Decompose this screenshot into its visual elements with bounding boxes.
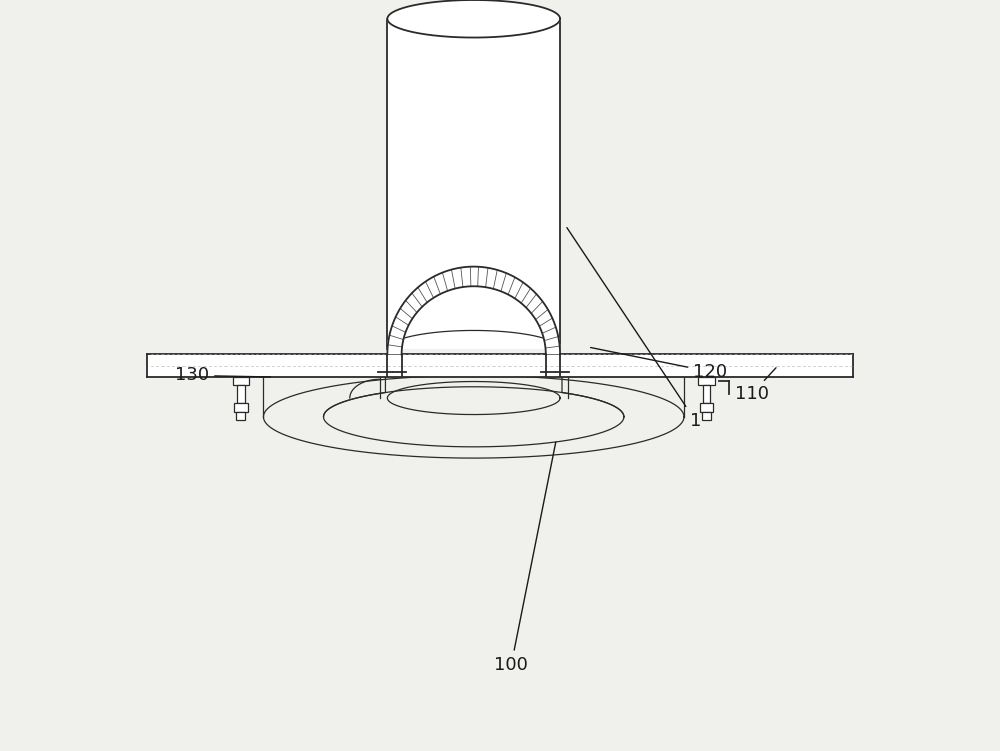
Bar — [387, 19, 560, 349]
Bar — [700, 403, 713, 412]
Bar — [234, 403, 248, 412]
Polygon shape — [387, 0, 560, 38]
Polygon shape — [387, 267, 560, 354]
Text: 110: 110 — [735, 368, 776, 403]
Text: 120: 120 — [591, 348, 727, 381]
Bar — [702, 412, 711, 420]
Bar — [236, 412, 245, 420]
Bar — [237, 385, 245, 403]
Bar — [147, 354, 853, 377]
Bar — [703, 385, 710, 403]
Bar — [698, 377, 715, 385]
Text: 1: 1 — [567, 228, 701, 430]
Text: 130: 130 — [175, 366, 270, 385]
Bar — [233, 377, 249, 385]
Text: 100: 100 — [494, 442, 556, 674]
